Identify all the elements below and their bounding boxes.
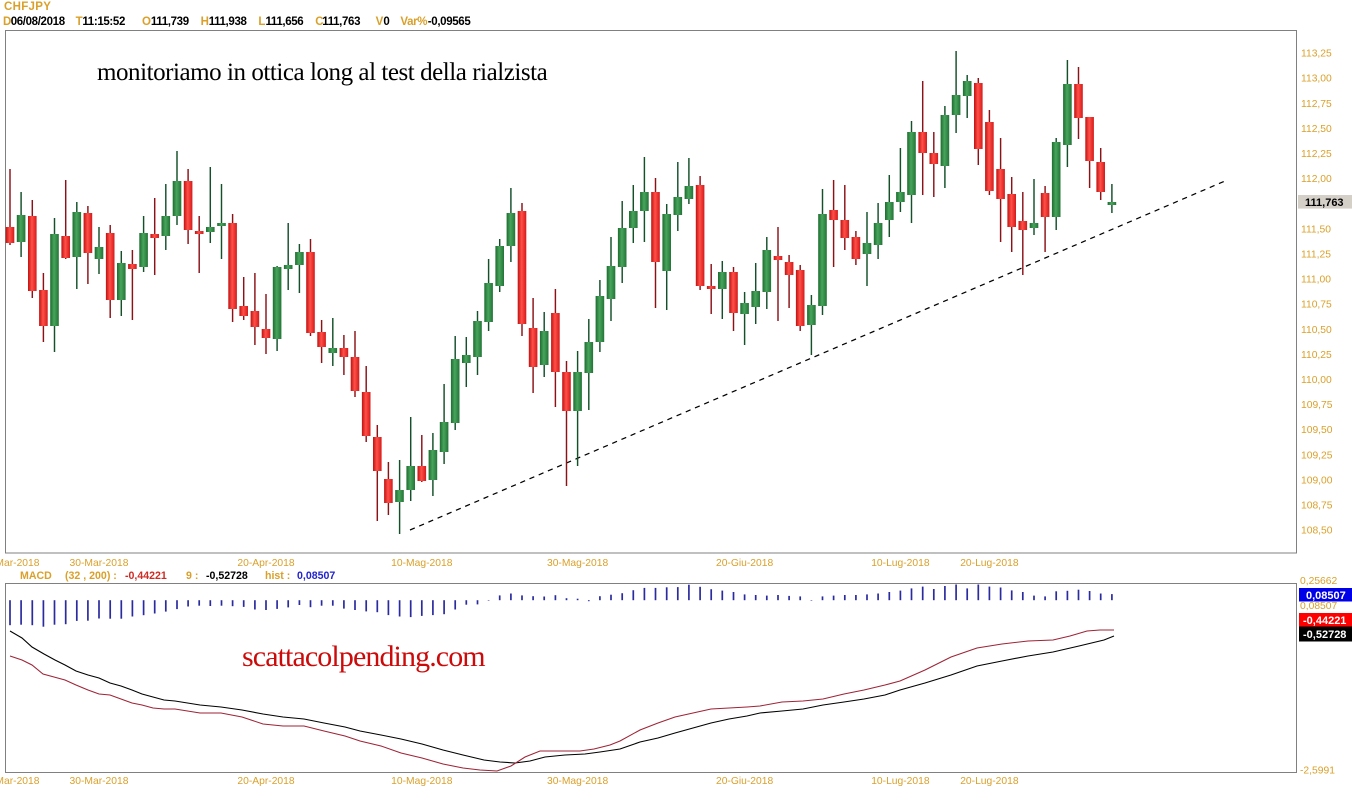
svg-text:109,75: 109,75 xyxy=(1301,400,1333,411)
svg-text:109,50: 109,50 xyxy=(1301,425,1333,436)
svg-text:-0,44221: -0,44221 xyxy=(1303,615,1346,627)
svg-text:109,00: 109,00 xyxy=(1301,475,1333,486)
svg-text:10-Mag-2018: 10-Mag-2018 xyxy=(391,776,453,787)
svg-text:20-Lug-2018: 20-Lug-2018 xyxy=(960,776,1019,787)
svg-text:-2,5991: -2,5991 xyxy=(1300,766,1335,777)
svg-text:0,08507: 0,08507 xyxy=(297,570,335,582)
svg-text:112,75: 112,75 xyxy=(1301,99,1332,110)
svg-text:110,00: 110,00 xyxy=(1301,375,1332,386)
svg-text:111,50: 111,50 xyxy=(1301,224,1331,235)
svg-text:20-Giu-2018: 20-Giu-2018 xyxy=(716,776,774,787)
svg-text:108,50: 108,50 xyxy=(1301,526,1333,537)
svg-text:20-Giu-2018: 20-Giu-2018 xyxy=(716,558,774,569)
svg-text:20-Apr-2018: 20-Apr-2018 xyxy=(237,558,295,569)
svg-text:-0,44221: -0,44221 xyxy=(125,570,167,582)
svg-text:-0,52728: -0,52728 xyxy=(206,570,248,582)
svg-text:113,25: 113,25 xyxy=(1301,49,1332,60)
svg-text:MACD: MACD xyxy=(20,570,52,582)
svg-text:111,25: 111,25 xyxy=(1301,249,1331,260)
svg-text:30-Mar-2018: 30-Mar-2018 xyxy=(70,558,129,569)
svg-text:20-Apr-2018: 20-Apr-2018 xyxy=(237,776,295,787)
svg-text:30-Mag-2018: 30-Mag-2018 xyxy=(547,776,609,787)
svg-text:111,00: 111,00 xyxy=(1301,275,1331,286)
svg-text:20-Mar-2018: 20-Mar-2018 xyxy=(0,558,40,569)
svg-text:112,50: 112,50 xyxy=(1301,124,1332,135)
svg-text:(32 , 200) :: (32 , 200) : xyxy=(65,570,117,582)
svg-text:112,25: 112,25 xyxy=(1301,149,1332,160)
svg-text:20-Mar-2018: 20-Mar-2018 xyxy=(0,776,40,787)
svg-text:112,00: 112,00 xyxy=(1301,174,1332,185)
svg-text:10-Lug-2018: 10-Lug-2018 xyxy=(871,776,930,787)
svg-text:20-Lug-2018: 20-Lug-2018 xyxy=(960,558,1019,569)
svg-text:0,08507: 0,08507 xyxy=(1300,601,1337,612)
svg-text:monitoriamo in ottica long al: monitoriamo in ottica long al test della… xyxy=(97,59,548,86)
svg-text:10-Lug-2018: 10-Lug-2018 xyxy=(871,558,930,569)
svg-text:scattacolpending.com: scattacolpending.com xyxy=(242,640,485,673)
svg-text:110,50: 110,50 xyxy=(1301,325,1332,336)
svg-text:111,763: 111,763 xyxy=(1305,197,1344,209)
svg-text:109,25: 109,25 xyxy=(1301,450,1333,461)
svg-text:0,08507: 0,08507 xyxy=(1306,590,1346,602)
svg-text:9 :: 9 : xyxy=(186,570,198,582)
svg-text:30-Mag-2018: 30-Mag-2018 xyxy=(547,558,609,569)
svg-text:113,00: 113,00 xyxy=(1301,74,1332,85)
svg-text:-0,52728: -0,52728 xyxy=(1303,629,1346,641)
svg-text:hist :: hist : xyxy=(265,570,290,582)
svg-text:0,25662: 0,25662 xyxy=(1300,576,1337,587)
svg-text:108,75: 108,75 xyxy=(1301,501,1333,512)
svg-text:30-Mar-2018: 30-Mar-2018 xyxy=(70,776,129,787)
svg-text:110,25: 110,25 xyxy=(1301,350,1332,361)
svg-text:10-Mag-2018: 10-Mag-2018 xyxy=(391,558,453,569)
svg-text:110,75: 110,75 xyxy=(1301,300,1332,311)
